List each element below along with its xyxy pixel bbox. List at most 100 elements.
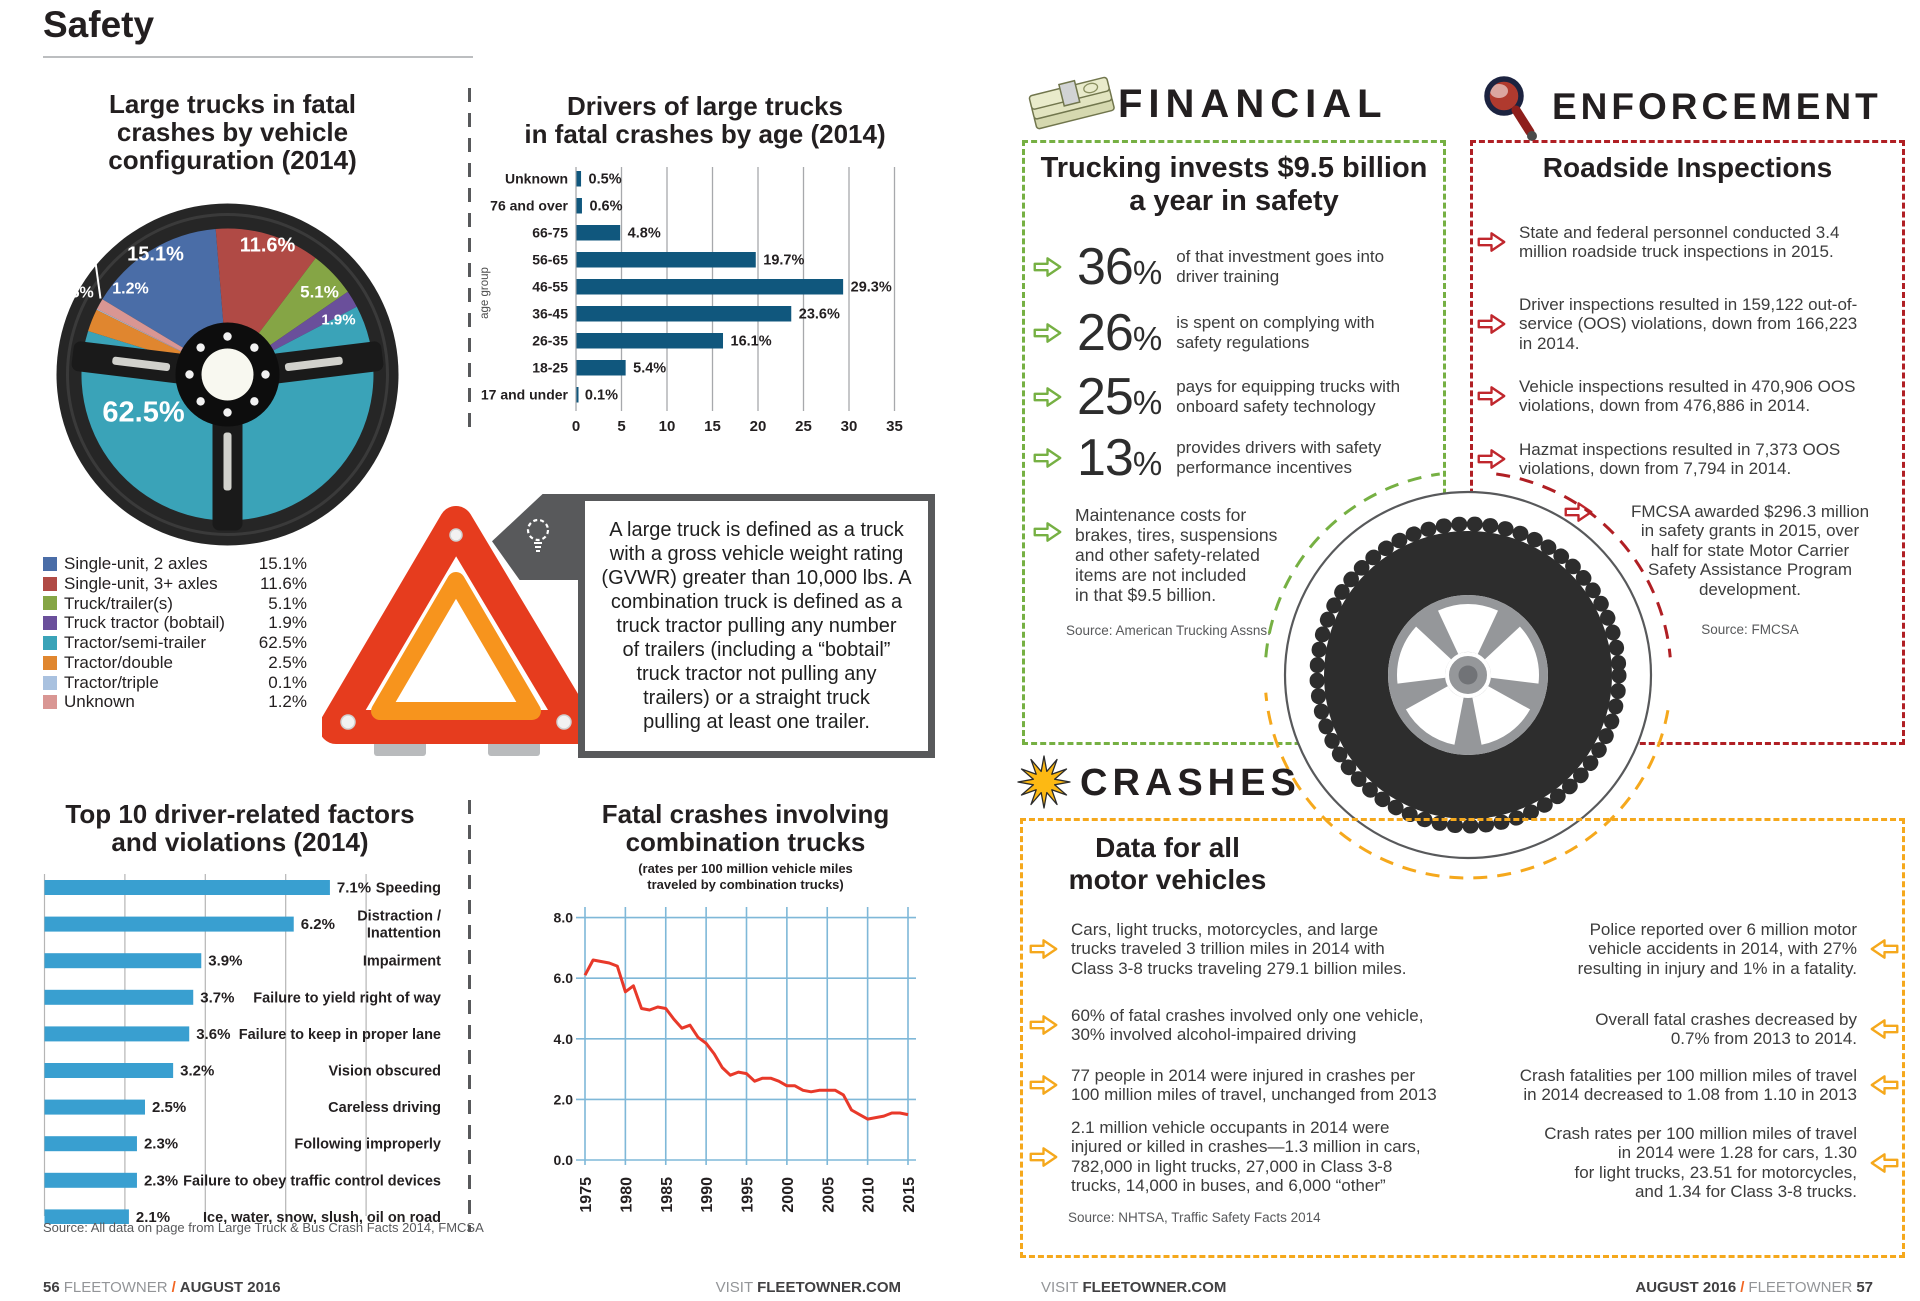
svg-text:29.3%: 29.3% [851, 280, 892, 296]
footer-left: 56 FLEETOWNER / AUGUST 2016 [43, 1279, 285, 1296]
svg-text:36-45: 36-45 [532, 306, 568, 322]
svg-text:1980: 1980 [618, 1177, 635, 1213]
svg-text:62.5%: 62.5% [102, 397, 184, 429]
item-text: 60% of fatal crashes involved only one v… [1071, 1006, 1424, 1045]
arrow-right-icon [1476, 230, 1507, 254]
svg-text:30: 30 [841, 418, 858, 435]
legend-value: 5.1% [268, 593, 307, 613]
item-text: 77 people in 2014 were injured in crashe… [1071, 1066, 1437, 1105]
svg-text:5.4%: 5.4% [633, 361, 666, 377]
svg-text:2.5%: 2.5% [152, 1099, 186, 1116]
legend-swatch [43, 616, 57, 631]
enforcement-heading: ENFORCEMENT [1552, 86, 1882, 127]
svg-text:18-25: 18-25 [532, 360, 568, 376]
svg-text:20: 20 [750, 418, 767, 435]
financial-stat: 13% provides drivers with safety perform… [1032, 428, 1381, 488]
financial-source: Source: American Trucking Assns. [1066, 623, 1271, 638]
enforcement-box [1470, 140, 1905, 745]
svg-text:2.3%: 2.3% [144, 1136, 178, 1153]
svg-text:0.1%: 0.1% [585, 388, 618, 404]
svg-text:0.5%: 0.5% [589, 172, 622, 188]
item-text: State and federal personnel conducted 3.… [1519, 223, 1840, 262]
svg-text:1995: 1995 [740, 1177, 757, 1213]
stat-text: of that investment goes into driver trai… [1176, 247, 1385, 286]
legend-row: Tractor/triple 0.1% [43, 673, 307, 693]
item-text: Crash fatalities per 100 million miles o… [1519, 1066, 1857, 1105]
svg-text:1990: 1990 [699, 1177, 716, 1213]
arrow-right-icon [1028, 937, 1059, 961]
svg-text:10: 10 [659, 418, 676, 435]
arrow-right-icon [1032, 446, 1063, 470]
legend-row: Tractor/semi-trailer 62.5% [43, 633, 307, 653]
arrow-right-icon [1032, 255, 1063, 279]
svg-text:2.1%: 2.1% [136, 1209, 170, 1224]
page-number: 57 [1856, 1279, 1873, 1296]
starburst-icon [1016, 754, 1072, 810]
arrow-holder [1563, 500, 1594, 529]
svg-text:1.2%: 1.2% [112, 281, 148, 298]
enforcement-item: Driver inspections resulted in 159,122 o… [1476, 295, 1900, 353]
svg-text:Failure to yield right of way: Failure to yield right of way [253, 990, 441, 1006]
fatal-crashes-line-chart: 0.0 2.0 4.0 6.0 8.0 1975 1980 1985 1990 1995 2000 2… [548, 893, 948, 1238]
arrow-right-icon [1476, 447, 1507, 471]
footer-right: AUGUST 2016/FLEETOWNER 57 [1610, 1279, 1877, 1296]
tire-illustration [1258, 465, 1678, 885]
svg-text:Vision obscured: Vision obscured [328, 1064, 441, 1080]
item-text: Police reported over 6 million motor veh… [1577, 920, 1857, 978]
legend-row: Truck/trailer(s) 5.1% [43, 594, 307, 614]
separator: / [1740, 1279, 1745, 1296]
enforcement-item: Vehicle inspections resulted in 470,906 … [1476, 377, 1900, 416]
legend-value: 11.6% [260, 573, 307, 593]
svg-text:15.1%: 15.1% [127, 244, 184, 266]
enforcement-item: FMCSA awarded $296.3 million in safety g… [1630, 502, 1870, 599]
legend-row: Single-unit, 2 axles 15.1% [43, 554, 307, 574]
arrow-right-icon [1476, 312, 1507, 336]
item-text: Hazmat inspections resulted in 7,373 OOS… [1519, 440, 1841, 479]
arrow-left-icon [1869, 1151, 1900, 1175]
crashes-box-title: Data for all motor vehicles [1068, 832, 1267, 895]
steering-wheel-pie-chart: 15.1% 11.6% 5.1% 1.9% 62.5% 2.5% <1% 1.2% [55, 202, 400, 547]
svg-text:1985: 1985 [659, 1177, 676, 1213]
svg-text:7.1%: 7.1% [337, 880, 371, 897]
stat-percent: % [1132, 384, 1163, 421]
svg-text:<1%: <1% [78, 240, 108, 257]
stat-percent: % [1132, 254, 1163, 291]
arrow-right-icon [1032, 520, 1063, 544]
crashes-item-right: Crash fatalities per 100 million miles o… [1480, 1066, 1900, 1105]
legend-label: Tractor/double [64, 652, 173, 672]
svg-text:11.6%: 11.6% [240, 235, 296, 257]
warning-triangle-icon [319, 505, 595, 763]
item-text: 2.1 million vehicle occupants in 2014 we… [1071, 1118, 1421, 1196]
item-text: Overall fatal crashes decreased by 0.7% … [1595, 1010, 1857, 1049]
svg-text:56-65: 56-65 [532, 252, 568, 268]
footer-visit-right: VISIT FLEETOWNER.COM [1041, 1279, 1230, 1296]
financial-note: Maintenance costs for brakes, tires, sus… [1032, 505, 1332, 606]
svg-text:66-75: 66-75 [532, 225, 568, 241]
svg-text:26-35: 26-35 [532, 333, 568, 349]
crashes-heading: CRASHES [1080, 762, 1301, 804]
money-stack-icon [1024, 72, 1120, 139]
stat-text: pays for equipping trucks with onboard s… [1176, 377, 1401, 416]
separator: / [171, 1279, 176, 1296]
arrow-left-icon [1869, 1017, 1900, 1041]
age-chart-title: Drivers of large trucks in fatal crashes… [524, 91, 886, 150]
arrow-right-icon [1476, 384, 1507, 408]
visit-label: VISIT [715, 1279, 754, 1296]
financial-stat: 36% of that investment goes into driver … [1032, 237, 1384, 297]
top10-bar-chart: 7.1% Speeding 6.2% Distraction / Inattention… [43, 874, 443, 1226]
title-rule [43, 56, 473, 58]
svg-text:23.6%: 23.6% [799, 307, 840, 323]
arrow-right-icon [1028, 1145, 1059, 1169]
legend-swatch [43, 695, 57, 710]
legend-label: Truck/trailer(s) [64, 593, 173, 613]
visit-label: VISIT [1041, 1279, 1079, 1296]
pie-legend: Single-unit, 2 axles 15.1% Single-unit, 3… [43, 554, 307, 712]
svg-text:0: 0 [572, 418, 580, 435]
brand: FLEETOWNER [63, 1279, 168, 1296]
svg-text:16.1%: 16.1% [731, 334, 772, 350]
legend-swatch [43, 675, 57, 690]
legend-row: Tractor/double 2.5% [43, 653, 307, 673]
age-bar-chart: Unknown 0.5% 76 and over 0.6% 66-75 4.8% 56-65… [479, 163, 930, 448]
enforcement-item: Hazmat inspections resulted in 7,373 OOS… [1476, 440, 1900, 479]
svg-text:Failure to obey traffic contro: Failure to obey traffic control devices [183, 1173, 441, 1189]
